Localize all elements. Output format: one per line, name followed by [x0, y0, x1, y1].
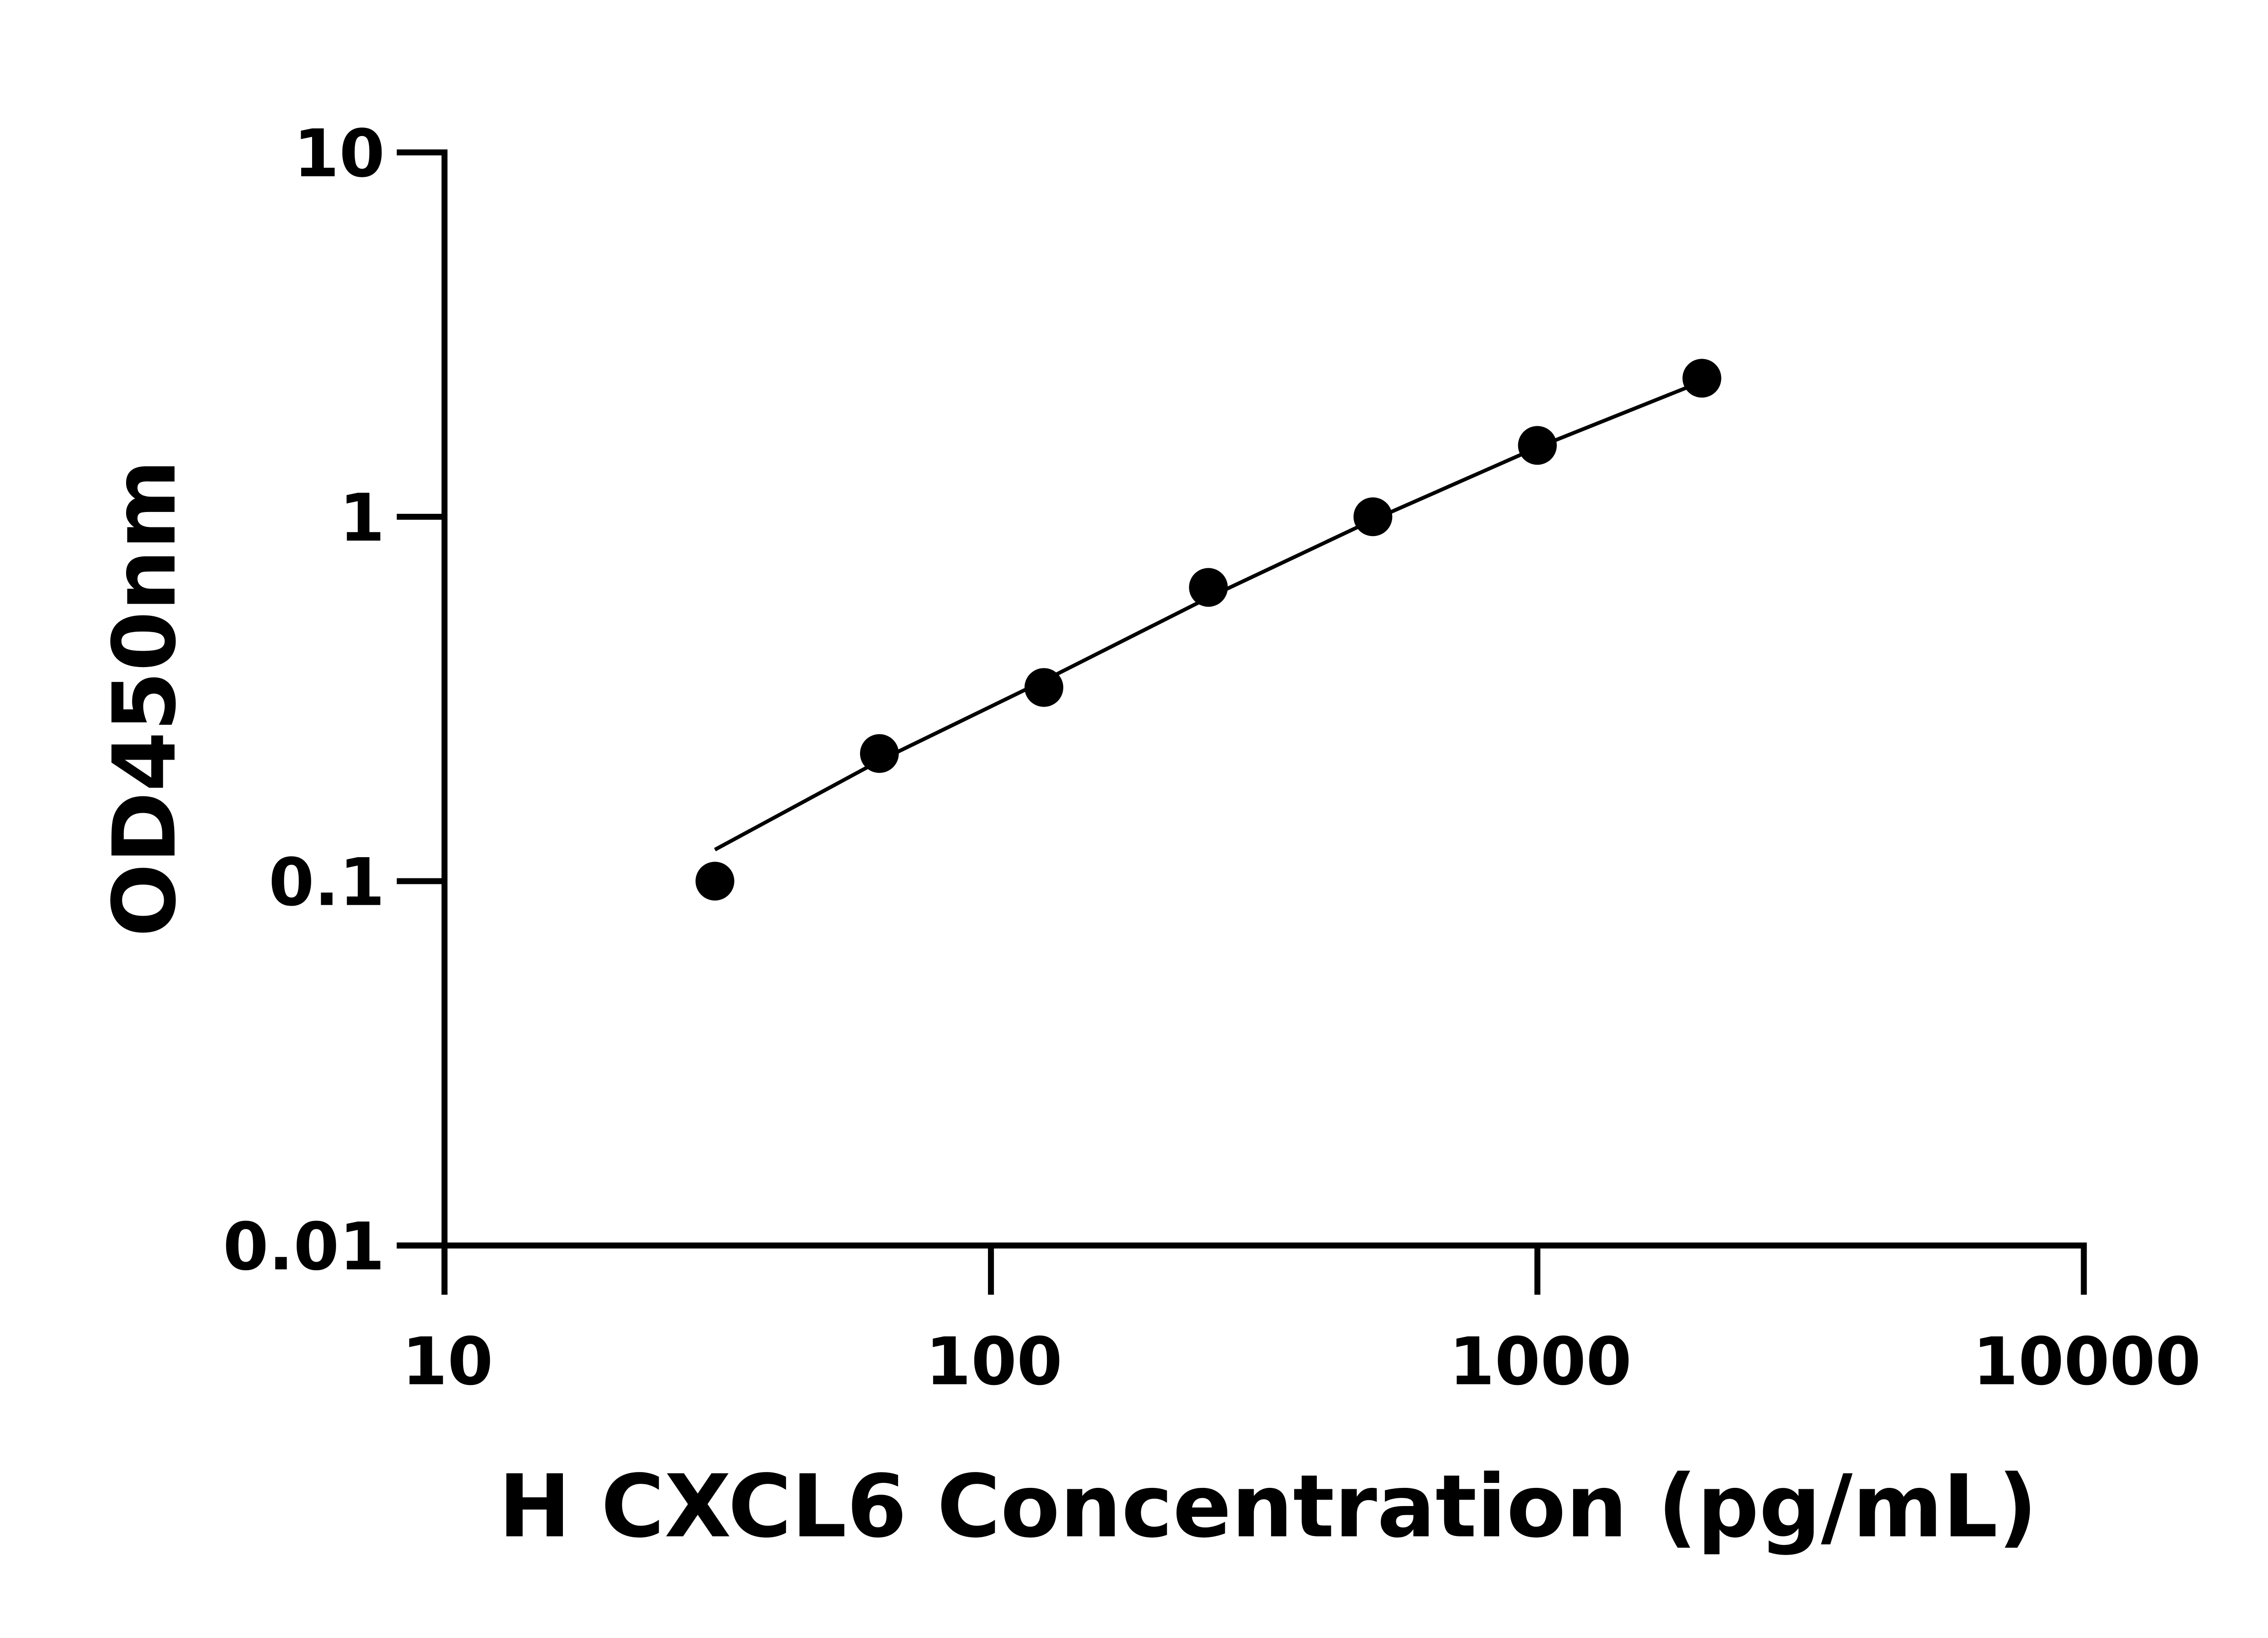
data-point [1353, 497, 1393, 536]
y-ticks: 0.01 0.1 1 10 [223, 116, 445, 1285]
data-points [695, 359, 1721, 901]
x-axis-label: H CXCL6 Concentration (pg/mL) [499, 1456, 2038, 1557]
y-tick-label: 0.1 [269, 845, 385, 921]
x-ticks: 10 100 1000 10000 [402, 1245, 2201, 1400]
x-tick-label: 1000 [1449, 1324, 1632, 1400]
y-axis-label: OD450nm [94, 459, 195, 937]
y-tick-label: 1 [339, 480, 385, 556]
x-tick-label: 100 [925, 1324, 1062, 1400]
x-tick-label: 10000 [1973, 1324, 2201, 1400]
data-point [1189, 568, 1228, 607]
y-tick-label: 10 [293, 116, 385, 192]
data-point [1682, 359, 1721, 398]
data-point [695, 862, 734, 901]
data-point [860, 734, 899, 773]
data-point [1518, 426, 1557, 465]
y-tick-label: 0.01 [223, 1209, 385, 1285]
x-tick-label: 10 [402, 1324, 493, 1400]
axes [396, 149, 2087, 1295]
data-point [1024, 668, 1064, 707]
